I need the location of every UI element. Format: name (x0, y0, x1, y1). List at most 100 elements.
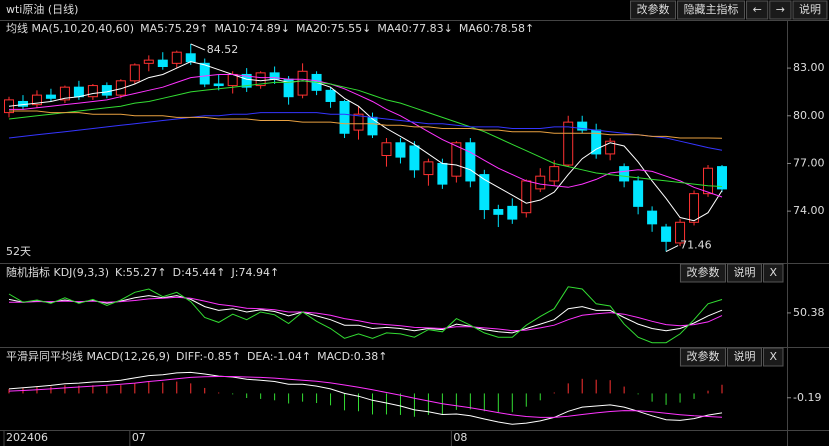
button[interactable] (679, 263, 726, 283)
series-line (8, 80, 723, 187)
candle-body (451, 142, 462, 177)
legend-entry: J:74.94↑ (231, 266, 280, 279)
candle-body (381, 142, 392, 157)
candle-body (31, 94, 42, 106)
legend-entry: D:45.44↑ (173, 266, 226, 279)
candle-body (633, 180, 644, 207)
candle-body (395, 142, 406, 158)
period-label: 52天 (6, 245, 31, 258)
marker-line (190, 43, 205, 51)
legend-entry: MA20:75.55↓ (296, 22, 371, 35)
candle-body (59, 86, 70, 101)
legend-entry: MACD:0.38↑ (317, 350, 387, 363)
x-tick-label: 202406 (6, 431, 48, 444)
candle-body (4, 99, 14, 114)
candle-body (185, 53, 196, 63)
series-line (8, 371, 723, 425)
candle-body (227, 73, 238, 87)
legend-entry: MA40:77.83↓ (377, 22, 452, 35)
candle-body (297, 70, 308, 96)
candle-body (73, 86, 84, 98)
candle-body (157, 59, 168, 68)
button-label[interactable]: 改参数 (686, 349, 719, 363)
button[interactable] (677, 0, 746, 20)
candle-body (717, 166, 727, 190)
button[interactable] (792, 0, 828, 20)
button[interactable] (726, 347, 762, 367)
series-line (8, 286, 723, 344)
candle-body (45, 94, 56, 99)
y-tick-label: 80.00 (793, 109, 825, 122)
candle-body (689, 193, 700, 223)
candle-body (423, 161, 434, 176)
button-label[interactable]: 改参数 (637, 2, 670, 16)
x-tick-label: 07 (132, 431, 146, 444)
button-label[interactable]: X (769, 266, 777, 279)
candle-body (437, 162, 448, 185)
button[interactable] (762, 347, 784, 367)
button-label[interactable]: X (769, 350, 777, 363)
button-label[interactable]: 隐藏主指标 (684, 2, 739, 16)
y-tick-label: 77.00 (793, 156, 825, 169)
series-line (8, 61, 723, 222)
series-line (9, 74, 723, 198)
candle-body (577, 121, 588, 131)
marker-label: 84.52 (207, 43, 239, 56)
candle-body (647, 210, 658, 225)
marker-line (665, 245, 679, 252)
candle-body (479, 174, 490, 211)
button-label[interactable]: → (776, 3, 785, 16)
candle-body (619, 166, 630, 182)
x-tick-label: 08 (453, 431, 467, 444)
legend-entry: MA10:74.89↓ (215, 22, 290, 35)
candle-body (605, 140, 616, 155)
candle-body (171, 51, 182, 64)
button-label[interactable]: 改参数 (686, 265, 719, 279)
button[interactable] (726, 263, 762, 283)
legend-entry: MA5:75.29↑ (140, 22, 208, 35)
candle-body (507, 205, 518, 220)
candle-body (493, 209, 504, 215)
candle-body (101, 85, 112, 96)
candle-body (255, 72, 266, 87)
candle-body (367, 116, 378, 136)
candle-body (563, 121, 574, 166)
button[interactable] (630, 0, 677, 20)
marker-label: 71.46 (680, 239, 712, 252)
chart-title: wti原油 (日线) (6, 2, 78, 16)
button-label[interactable]: ← (753, 3, 762, 16)
button[interactable] (769, 0, 792, 20)
indicator-label: 均线 MA(5,10,20,40,60) (6, 21, 134, 35)
button-label[interactable]: 说明 (799, 2, 821, 16)
button[interactable] (746, 0, 769, 20)
candle-body (409, 145, 420, 171)
candle-body (87, 85, 98, 98)
legend-entry: MA60:78.58↑ (459, 22, 534, 35)
candle-body (465, 142, 476, 182)
indicator-label: 平滑异同平均线 MACD(12,26,9) (6, 349, 170, 363)
series-line (9, 110, 723, 139)
candle-body (129, 64, 140, 82)
candle-body (339, 100, 350, 134)
candle-body (703, 167, 714, 195)
candle-body (521, 180, 532, 214)
button[interactable] (679, 347, 726, 367)
y-tick-label: -0.19 (793, 391, 821, 404)
legend-entry: K:55.27↑ (115, 266, 167, 279)
y-tick-label: 83.00 (793, 61, 825, 74)
candle-body (213, 83, 224, 87)
y-tick-label: 50.38 (793, 306, 825, 319)
candle-body (199, 62, 210, 85)
button[interactable] (762, 263, 784, 283)
candle-body (535, 175, 546, 190)
button-label[interactable]: 说明 (733, 265, 755, 279)
legend-entry: DEA:-1.04↑ (247, 350, 311, 363)
y-tick-label: 74.00 (793, 204, 825, 217)
candle-body (143, 59, 154, 64)
series-line (9, 296, 723, 332)
candle-body (353, 113, 364, 131)
candle-body (325, 89, 336, 102)
button-label[interactable]: 说明 (733, 349, 755, 363)
